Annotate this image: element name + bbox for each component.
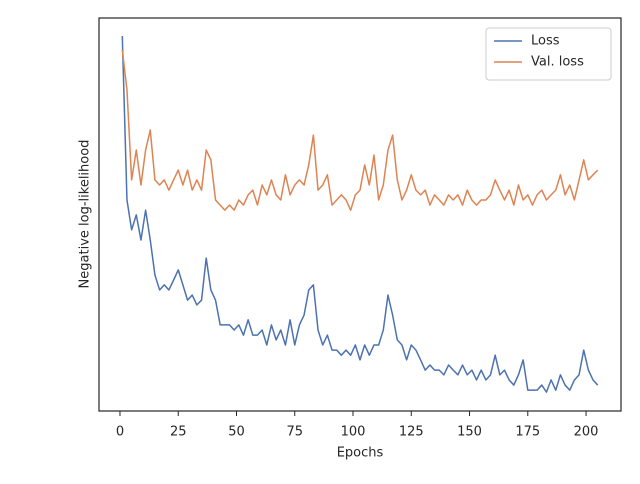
- line-series: [121, 36, 599, 393]
- line-series: [121, 49, 599, 211]
- legend-label: Loss: [531, 34, 560, 49]
- x-tick-label: 125: [399, 425, 424, 440]
- plot-frame: [98, 17, 622, 412]
- x-tick-label: 0: [116, 425, 124, 440]
- x-tick-label: 75: [286, 425, 303, 440]
- x-tick-label: 175: [515, 425, 540, 440]
- x-tick-label: 100: [341, 425, 366, 440]
- x-tick-label: 50: [228, 425, 245, 440]
- x-tick-label: 150: [457, 425, 482, 440]
- legend: Loss Val. loss: [485, 27, 612, 81]
- x-tick-label: 200: [574, 425, 599, 440]
- x-tick-label: 25: [170, 425, 187, 440]
- y-axis-label: Negative log-likelihood: [78, 140, 93, 289]
- x-axis-label: Epochs: [337, 446, 384, 461]
- legend-label: Val. loss: [531, 55, 584, 70]
